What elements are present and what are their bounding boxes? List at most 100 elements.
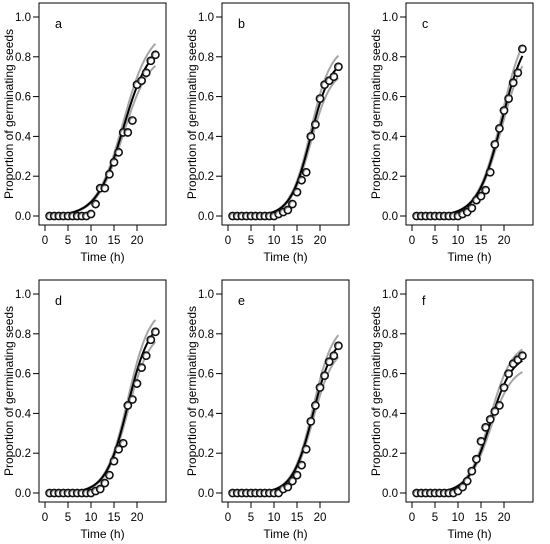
- data-point-highlight: [317, 384, 322, 389]
- data-point-highlight: [321, 372, 326, 377]
- y-tick-label: 0.6: [198, 92, 214, 104]
- data-point-highlight: [505, 370, 510, 375]
- plot-frame: [221, 279, 350, 503]
- panel-letter: f: [422, 294, 426, 308]
- y-tick-label: 0.4: [198, 408, 215, 420]
- data-point-highlight: [468, 205, 474, 210]
- data-point-highlight: [115, 446, 120, 451]
- data-point-highlight: [129, 117, 134, 122]
- panel-letter: d: [55, 294, 62, 308]
- y-axis-title: Proportion of germinating seeds: [185, 306, 199, 476]
- x-tick-label: 15: [475, 235, 488, 247]
- data-point-highlight: [289, 478, 294, 483]
- x-axis-title: Time (h): [263, 527, 307, 541]
- panel-letter: b: [238, 17, 245, 31]
- data-point-highlight: [298, 462, 303, 467]
- data-point-highlight: [326, 358, 331, 364]
- x-tick-label: 0: [409, 512, 415, 524]
- y-tick-label: 0.0: [198, 488, 214, 500]
- data-point-highlight: [307, 133, 313, 138]
- plot-frame: [405, 279, 534, 503]
- data-point-highlight: [138, 77, 143, 83]
- data-point-highlight: [514, 69, 520, 75]
- data-point-highlight: [294, 189, 299, 194]
- data-point-highlight: [294, 472, 299, 477]
- upper-band-line: [232, 54, 340, 217]
- data-point-highlight: [501, 384, 506, 389]
- data-point-highlight: [111, 458, 116, 463]
- x-tick-label: 5: [248, 512, 254, 524]
- y-tick-label: 1.0: [198, 12, 214, 24]
- y-tick-label: 0.8: [15, 52, 31, 64]
- data-point-highlight: [298, 177, 303, 182]
- y-tick-label: 0.8: [198, 52, 214, 64]
- panel-b: 0.0 0.2 0.4 0.6 0.8 1.0 0 5 10 15 20 Time (h) Propor…: [185, 2, 350, 264]
- y-tick-label: 0.6: [382, 92, 398, 104]
- panel-e: 0.0 0.2 0.4 0.6 0.8 1.0 0 5 10 15 20 Time (h) Propor…: [185, 279, 350, 541]
- data-point-highlight: [88, 211, 93, 216]
- y-tick-label: 0.4: [382, 131, 399, 143]
- data-point-highlight: [459, 484, 464, 489]
- panel-f: 0.0 0.2 0.4 0.6 0.8 1.0 0 5 10 15 20 Time (h) Propor…: [369, 279, 534, 541]
- y-tick-label: 0.4: [15, 131, 32, 143]
- y-tick-label: 0.2: [198, 448, 214, 460]
- x-tick-label: 10: [452, 235, 465, 247]
- y-tick-label: 1.0: [15, 12, 31, 24]
- data-point-highlight: [115, 149, 120, 154]
- upper-band-line: [416, 45, 524, 217]
- x-tick-label: 15: [108, 235, 121, 247]
- data-point-highlight: [501, 107, 506, 112]
- panel-c: 0.0 0.2 0.4 0.6 0.8 1.0 0 5 10 15 20 Time (h) Propor…: [369, 2, 534, 264]
- y-tick-label: 0.0: [382, 211, 398, 223]
- data-point-highlight: [101, 480, 107, 485]
- data-point-highlight: [482, 424, 487, 429]
- data-point-highlight: [335, 342, 340, 348]
- panel-a: 0.0 0.2 0.4 0.6 0.8 1.0 0 5 10 15 20 Time (h) Propor…: [2, 2, 167, 264]
- data-point-highlight: [487, 416, 492, 421]
- data-point-highlight: [106, 472, 111, 477]
- data-point-highlight: [496, 402, 501, 407]
- plot-frame: [38, 279, 167, 503]
- y-tick-label: 0.0: [15, 488, 31, 500]
- x-tick-label: 10: [85, 235, 98, 247]
- data-point-highlight: [335, 63, 340, 69]
- y-axis-title: Proportion of germinating seeds: [369, 306, 383, 476]
- data-point-highlight: [487, 169, 492, 174]
- data-point-highlight: [147, 336, 153, 342]
- data-point-highlight: [519, 45, 524, 51]
- y-tick-label: 0.2: [382, 448, 398, 460]
- panel-letter: c: [422, 17, 428, 31]
- data-point-highlight: [284, 207, 290, 212]
- x-tick-label: 5: [432, 235, 438, 247]
- data-point-highlight: [330, 73, 336, 79]
- y-tick-label: 0.0: [15, 211, 31, 223]
- x-tick-label: 5: [432, 512, 438, 524]
- x-tick-label: 20: [498, 235, 511, 247]
- y-axis-title: Proportion of germinating seeds: [185, 29, 199, 199]
- x-tick-label: 0: [225, 235, 231, 247]
- data-point-highlight: [152, 328, 157, 334]
- y-tick-label: 0.8: [15, 329, 31, 341]
- data-point-highlight: [124, 402, 130, 407]
- data-point-highlight: [519, 352, 524, 358]
- x-tick-label: 0: [42, 235, 48, 247]
- y-tick-label: 0.8: [382, 52, 398, 64]
- y-tick-label: 0.4: [198, 131, 215, 143]
- y-tick-label: 1.0: [382, 289, 398, 301]
- data-point-highlight: [138, 364, 143, 370]
- x-axis-title: Time (h): [447, 250, 491, 264]
- data-point-highlight: [289, 201, 294, 206]
- upper-band-line: [232, 334, 340, 494]
- y-tick-label: 0.8: [198, 329, 214, 341]
- plot-frame: [38, 2, 167, 226]
- y-tick-label: 0.8: [382, 329, 398, 341]
- data-point-highlight: [152, 51, 157, 57]
- data-point-highlight: [312, 402, 317, 407]
- x-tick-label: 0: [225, 512, 231, 524]
- plot-frame: [221, 2, 350, 226]
- y-tick-label: 0.2: [15, 171, 31, 183]
- data-point-highlight: [496, 125, 501, 130]
- y-tick-label: 0.4: [15, 408, 32, 420]
- x-tick-label: 15: [108, 512, 121, 524]
- y-tick-label: 0.6: [198, 369, 214, 381]
